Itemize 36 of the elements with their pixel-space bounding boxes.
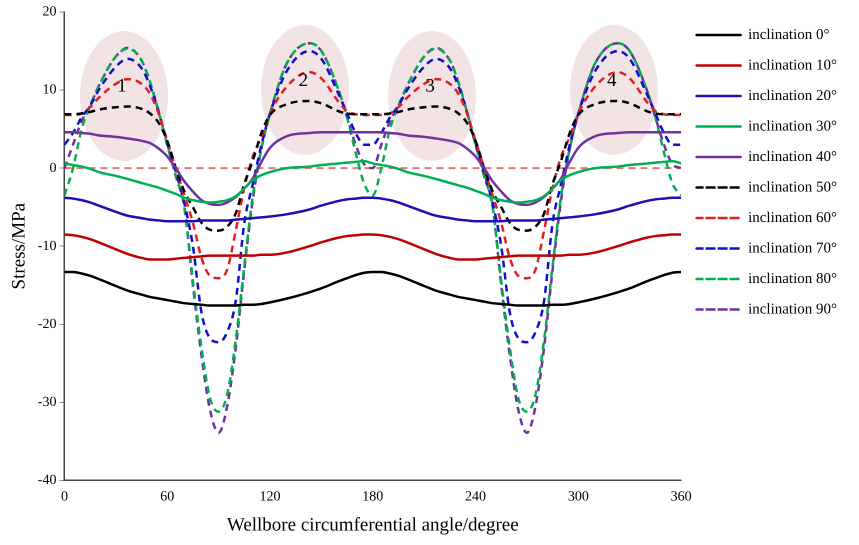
x-tick-label: 60 <box>160 489 174 504</box>
annotation: 4 <box>606 70 617 92</box>
x-tick-label: 120 <box>260 489 281 504</box>
legend-label: inclination 90° <box>748 301 838 318</box>
line-series <box>64 196 682 222</box>
x-tick-label: 360 <box>670 489 692 504</box>
annotation: 1 <box>117 76 127 97</box>
y-tick-label: -10 <box>38 238 56 254</box>
legend-label: inclination 50° <box>748 179 838 196</box>
x-tick-label: 0 <box>60 489 68 504</box>
legend-label: inclination 60° <box>748 210 838 226</box>
y-tick-label: 0 <box>49 160 56 176</box>
annotation: 3 <box>425 76 435 97</box>
y-tick-label: 10 <box>42 82 56 98</box>
legend-label: inclination 40° <box>748 148 838 165</box>
line-series <box>64 70 682 280</box>
x-tick-label: 300 <box>568 489 589 504</box>
line-series <box>64 100 682 232</box>
y-tick-label: 20 <box>42 4 56 20</box>
legend-label: inclination 10° <box>748 57 838 74</box>
y-tick-label: -30 <box>38 395 56 410</box>
x-axis-title: Wellbore circumferential angle/degree <box>226 514 519 536</box>
legend-label: inclination 80° <box>748 270 838 287</box>
y-axis-title: Stress/MPa <box>8 202 30 290</box>
legend-label: inclination 30° <box>748 118 838 134</box>
x-tick-label: 180 <box>362 489 384 504</box>
annotation: 2 <box>298 70 308 92</box>
line-series <box>64 50 682 344</box>
x-tick-label: 240 <box>465 489 486 504</box>
legend-label: inclination 70° <box>748 240 838 256</box>
legend-label: inclination 20° <box>748 88 838 104</box>
line-series <box>64 270 682 307</box>
line-series <box>64 233 682 261</box>
legend-label: inclination 0° <box>748 26 830 43</box>
y-tick-label: -20 <box>38 316 56 332</box>
y-tick-label: -40 <box>38 473 56 488</box>
